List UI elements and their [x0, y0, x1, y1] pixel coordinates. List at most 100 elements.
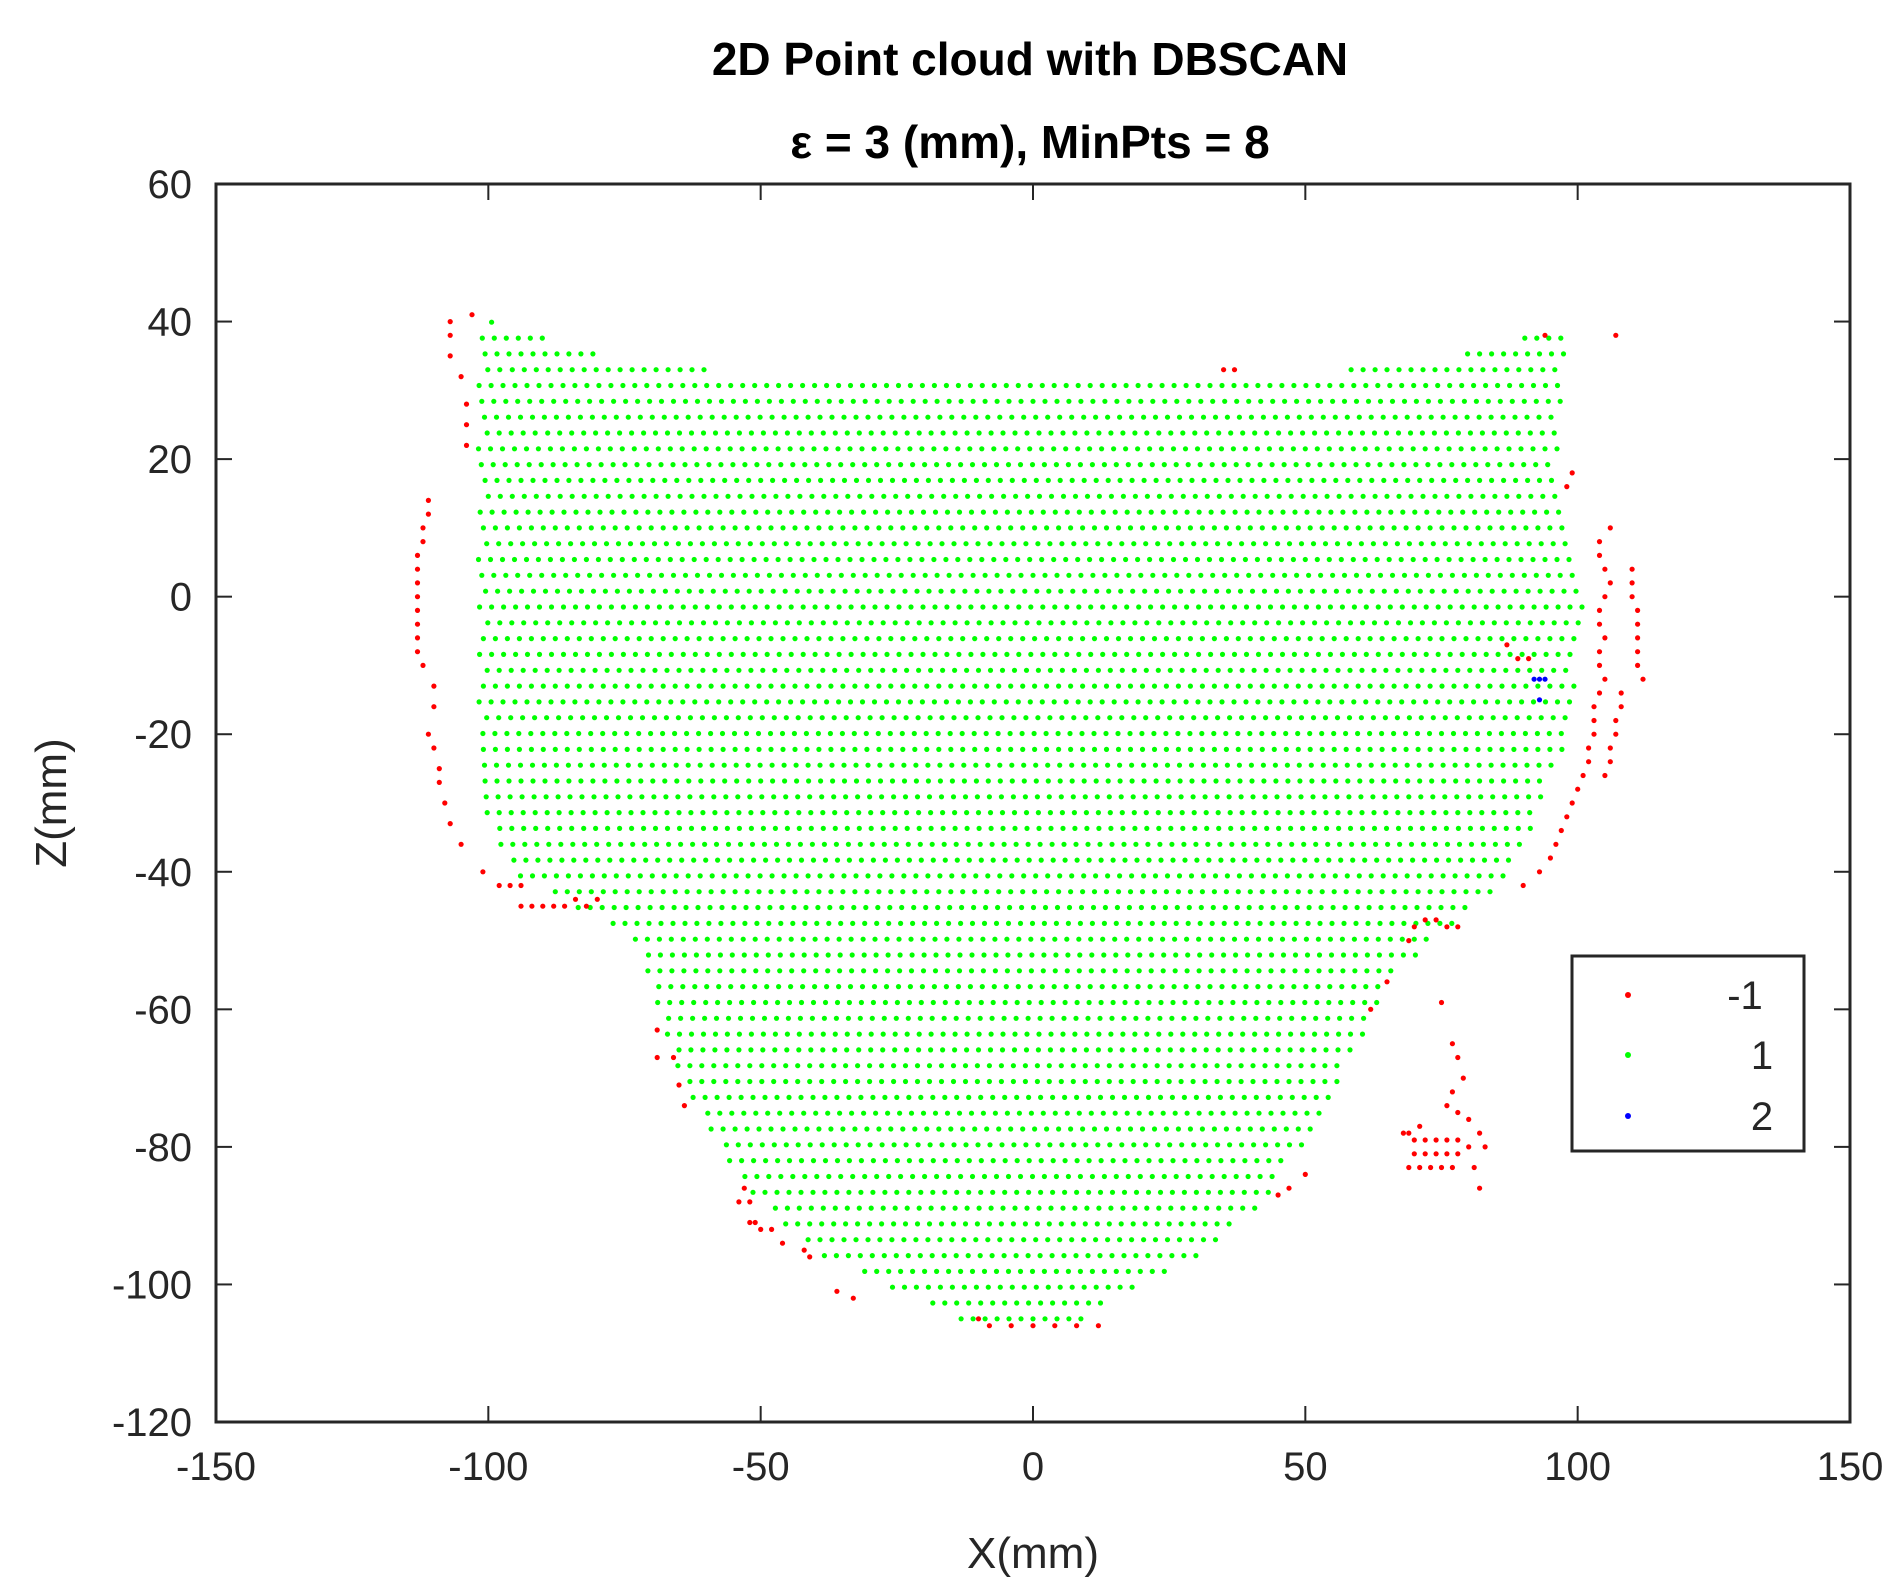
- cluster-1-point: [804, 525, 810, 531]
- cluster-1-point: [722, 778, 728, 784]
- cluster-1-point: [917, 1253, 923, 1259]
- cluster-1-point: [793, 762, 799, 768]
- cluster-1-point: [721, 873, 727, 879]
- cluster-1-point: [569, 825, 575, 832]
- cluster-1-point: [1266, 556, 1272, 563]
- cluster-1-point: [1143, 1047, 1149, 1053]
- cluster-1-point: [1399, 382, 1405, 389]
- cluster-1-point: [1014, 1158, 1020, 1164]
- cluster-1-point: [1335, 1047, 1341, 1053]
- cluster-1-point: [943, 556, 949, 563]
- cluster-1-point: [1077, 462, 1083, 468]
- cluster-1-point: [1062, 1158, 1068, 1164]
- cluster-1-point: [615, 794, 621, 800]
- cluster-2-point: [1536, 697, 1543, 703]
- cluster-1-point: [1145, 1189, 1152, 1195]
- cluster-1-point: [1211, 746, 1217, 753]
- cluster-1-point: [1251, 715, 1257, 721]
- cluster-1-point: [1061, 1253, 1067, 1259]
- cluster-1-point: [1219, 984, 1225, 990]
- cluster-1-point: [586, 462, 592, 468]
- cluster-1-point: [1327, 604, 1333, 610]
- cluster-1-point: [1403, 683, 1409, 689]
- cluster-1-point: [1214, 1078, 1220, 1085]
- cluster-1-point: [1487, 525, 1493, 531]
- cluster-1-point: [632, 651, 639, 658]
- cluster-1-point: [1283, 746, 1289, 753]
- cluster-1-point: [811, 556, 817, 563]
- cluster-1-point: [1247, 683, 1253, 689]
- cluster-1-point: [856, 1047, 862, 1053]
- cluster-1-point: [1112, 604, 1118, 610]
- cluster-1-point: [632, 604, 639, 610]
- cluster-1-point: [884, 936, 890, 942]
- cluster-1-point: [1360, 367, 1366, 373]
- cluster-1-point: [980, 936, 986, 942]
- noise-point: [1569, 800, 1575, 806]
- cluster-1-point: [737, 1015, 744, 1021]
- cluster-1-point: [1105, 1284, 1111, 1290]
- cluster-1-point: [705, 1110, 711, 1116]
- cluster-1-point: [625, 873, 631, 879]
- cluster-1-point: [1101, 1173, 1107, 1180]
- cluster-1-point: [1195, 984, 1201, 990]
- cluster-1-point: [1219, 604, 1226, 610]
- cluster-1-point: [1494, 556, 1500, 563]
- cluster-1-point: [900, 1126, 906, 1132]
- cluster-1-point: [1036, 493, 1043, 499]
- cluster-1-point: [1355, 889, 1361, 895]
- cluster-1-point: [704, 699, 710, 705]
- cluster-1-point: [1216, 430, 1222, 436]
- cluster-1-point: [849, 509, 855, 515]
- cluster-1-point: [788, 984, 794, 990]
- cluster-1-point: [1536, 778, 1543, 784]
- cluster-1-point: [992, 968, 999, 974]
- noise-point: [1438, 999, 1445, 1006]
- cluster-1-point: [1042, 398, 1048, 404]
- cluster-1-point: [733, 762, 739, 768]
- cluster-1-point: [672, 889, 678, 895]
- cluster-1-point: [892, 810, 898, 816]
- cluster-1-point: [631, 857, 637, 863]
- cluster-1-point: [1166, 1078, 1172, 1085]
- cluster-1-point: [805, 873, 811, 879]
- cluster-1-point: [1027, 984, 1033, 990]
- cluster-1-point: [556, 541, 562, 547]
- noise-point: [1449, 1164, 1455, 1171]
- cluster-1-point: [1253, 841, 1259, 847]
- cluster-1-point: [1133, 841, 1139, 847]
- cluster-1-point: [1023, 1047, 1030, 1053]
- cluster-1-point: [1435, 382, 1441, 389]
- cluster-1-point: [691, 556, 697, 563]
- cluster-1-point: [1105, 477, 1111, 483]
- cluster-1-point: [1057, 414, 1063, 420]
- cluster-1-point: [1306, 398, 1312, 404]
- cluster-1-point: [1148, 936, 1154, 942]
- cluster-1-point: [1321, 588, 1327, 594]
- cluster-1-point: [1429, 778, 1435, 784]
- cluster-1-point: [1100, 968, 1106, 974]
- noise-point: [1406, 1130, 1412, 1136]
- cluster-1-point: [752, 382, 758, 389]
- x-tick-label: -50: [732, 1445, 790, 1489]
- noise-point: [1629, 580, 1635, 586]
- cluster-1-point: [1038, 1094, 1044, 1100]
- cluster-1-point: [516, 730, 522, 737]
- cluster-1-point: [782, 588, 788, 594]
- cluster-1-point: [1375, 604, 1381, 610]
- cluster-1-point: [1022, 794, 1028, 800]
- cluster-1-point: [962, 1078, 969, 1085]
- cluster-1-point: [655, 857, 661, 863]
- cluster-1-point: [986, 1221, 993, 1227]
- cluster-1-point: [900, 683, 906, 689]
- cluster-1-point: [1147, 699, 1153, 705]
- cluster-1-point: [1218, 446, 1225, 452]
- cluster-1-point: [1344, 762, 1350, 768]
- cluster-1-point: [552, 746, 558, 753]
- cluster-1-point: [1507, 382, 1513, 389]
- cluster-1-point: [1105, 1237, 1111, 1243]
- cluster-1-point: [753, 509, 759, 515]
- cluster-1-point: [1437, 572, 1443, 578]
- cluster-1-point: [699, 1078, 705, 1085]
- cluster-1-point: [1045, 762, 1051, 768]
